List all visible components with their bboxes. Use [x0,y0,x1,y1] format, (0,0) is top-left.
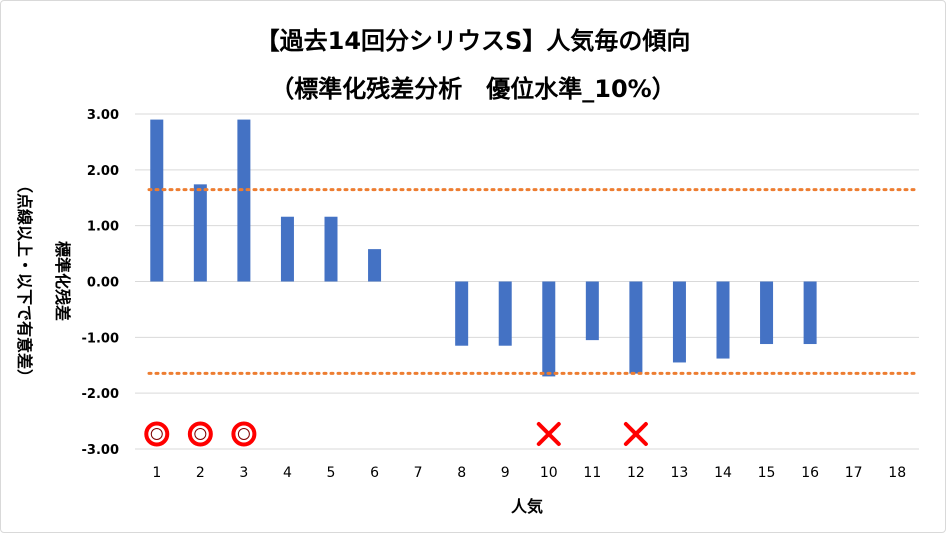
x-tick-label: 12 [627,465,645,481]
y-tick-label: 0.00 [87,276,119,291]
bar [237,119,251,282]
x-tick-label: 3 [239,465,248,481]
y-axis-title: 標準化残差 [53,241,72,321]
cross-marker-stroke [623,422,648,446]
bar [672,281,686,363]
cross-marker [536,422,561,446]
bar [716,281,730,359]
y-tick-label: 1.00 [87,220,119,235]
y-axis-note: （点線以上・以下で有意差） [15,177,34,385]
x-tick-label: 15 [758,465,776,481]
x-tick-label: 5 [327,465,336,481]
bar [324,216,338,282]
bar [498,281,512,346]
circle-marker-inner [194,428,207,440]
x-tick-label: 9 [501,465,510,481]
chart-subtitle: （標準化残差分析 優位水準_10%） [270,75,676,103]
bar [150,119,164,282]
x-tick-label: 4 [283,465,292,481]
circle-marker [144,421,170,447]
bar [280,216,294,282]
bar [455,281,469,346]
bar [193,184,207,282]
x-tick-label: 8 [457,465,466,481]
bar [629,281,643,374]
chart-title: 【過去14回分シリウスS】人気毎の傾向 [255,27,691,55]
bar [542,281,556,377]
x-tick-label: 16 [801,465,819,481]
x-tick-label: 2 [196,465,205,481]
y-tick-label: -2.00 [82,387,119,402]
x-tick-label: 10 [540,465,558,481]
x-tick-label: 1 [152,465,161,481]
bar [585,281,599,341]
bar [368,249,382,282]
y-tick-label: -1.00 [82,331,119,346]
bar [803,281,817,345]
bar [760,281,774,345]
circle-marker [231,421,257,447]
y-tick-label: 2.00 [87,164,119,179]
x-tick-label: 13 [671,465,689,481]
y-tick-label: -3.00 [82,443,119,458]
cross-marker-stroke [536,422,561,446]
x-tick-label: 17 [845,465,863,481]
circle-marker [187,421,213,447]
y-tick-label: 3.00 [87,108,119,123]
x-tick-label: 7 [414,465,423,481]
circle-marker-inner [150,428,163,440]
x-tick-label: 11 [583,465,601,481]
x-tick-label: 14 [714,465,732,481]
x-tick-label: 6 [370,465,379,481]
circle-marker-inner [237,428,250,440]
x-axis-title: 人気 [511,497,543,516]
cross-marker [623,422,648,446]
x-tick-label: 18 [888,465,906,481]
